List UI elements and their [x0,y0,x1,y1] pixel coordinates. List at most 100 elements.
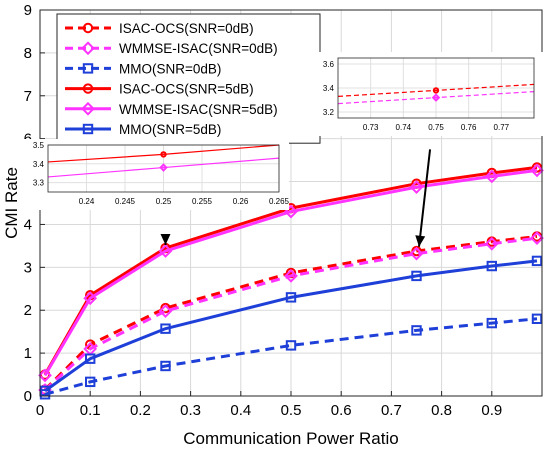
x-axis-title: Communication Power Ratio [183,429,398,448]
data-point [409,180,424,195]
arrow-shaft [418,149,432,247]
legend-label: ISAC-OCS(SNR=5dB) [119,82,254,97]
inset-y-tick-label: 3.6 [323,60,335,69]
x-tick-label: 0.3 [180,402,201,419]
x-tick-label: 0.5 [281,402,302,419]
legend-marker [82,83,94,94]
legend-label: MMO(SNR=0dB) [119,61,221,76]
data-point [38,368,52,383]
inset-x-tick-label: 0.73 [363,123,379,132]
inset-frame [337,57,535,119]
inset-x-tick-label: 0.75 [428,123,444,132]
inset-series-line [337,91,535,105]
y-tick-label: 2 [24,302,32,319]
inset-x-tick-label: 0.265 [269,197,290,206]
inset-x-tick-label: 0.245 [115,197,136,206]
data-point [530,163,544,178]
inset-data-point [160,151,167,158]
x-tick-label: 0.2 [130,402,151,419]
legend-item: ISAC-OCS(SNR=5dB) [65,82,254,97]
y-tick-label: 0 [24,388,32,405]
data-point [85,353,96,364]
y-tick-label: 9 [24,2,32,19]
zoom-inset: 0.73 0.74 0.75 0.76 0.77 3.2 3.4 3.6 [312,52,544,136]
inset-series-line [47,144,280,163]
inset-x-tick-label: 0.76 [461,123,477,132]
x-tick-label: 0 [36,402,44,419]
data-point [39,385,51,397]
arrow-head [415,235,426,247]
x-tick-label: 0.7 [381,402,402,419]
legend: ISAC-OCS(SNR=0dB) WMMSE-ISAC(SNR=0dB) MMO(… [56,13,321,144]
data-point [160,302,171,314]
inset-x-tick-label: 0.77 [494,123,510,132]
inset-background [22,139,289,210]
inset-x-tick-label: 0.26 [233,197,249,206]
inset-y-tick-label: 3.4 [33,160,45,169]
inset-x-tick-label: 0.74 [396,123,412,132]
data-point [531,313,543,325]
x-tick-label: 0.4 [230,402,251,419]
x-tick-label: 0.9 [481,402,502,419]
inset-y-tick-label: 3.5 [33,141,45,150]
data-point [409,246,424,261]
data-point [484,169,499,184]
legend-item: WMMSE-ISAC(SNR=0dB) [65,41,278,56]
inset-y-tick-label: 3.2 [323,108,335,117]
data-point [486,260,498,272]
x-tick-label: 0.6 [331,402,352,419]
zoom-inset: 0.24 0.245 0.25 0.255 0.26 0.265 3.3 3.4 3.5 [22,139,290,210]
legend-marker [82,22,94,34]
inset-background [312,52,544,136]
data-point [486,317,498,329]
data-point [285,340,297,351]
zoom-insets: 0.24 0.245 0.25 0.255 0.26 0.265 3.3 3.4 3.5 0.73… [22,52,544,210]
data-point [160,323,171,334]
inset-series-line [337,83,535,97]
data-point [484,236,499,251]
inset-series-line [47,157,280,178]
inset-x-tick-label: 0.25 [156,197,172,206]
series-line [43,165,538,376]
legend-box [56,13,321,144]
series-line [44,317,538,396]
legend-item: MMO(SNR=5dB) [65,122,221,137]
series-line [44,259,538,393]
data-point [411,270,422,282]
legend-marker [81,41,95,56]
legend-marker [81,101,95,116]
data-point [85,376,96,388]
legend-item: ISAC-OCS(SNR=0dB) [65,21,254,36]
inset-frame [47,144,280,193]
y-tick-label: 3 [24,259,32,276]
series-layer [38,162,544,400]
inset-data-point [159,163,168,172]
legend-item: WMMSE-ISAC(SNR=5dB) [65,102,278,117]
series-line [43,168,538,377]
data-point [411,325,422,336]
legend-label: WMMSE-ISAC(SNR=5dB) [119,102,278,117]
inset-data-point [432,87,440,94]
data-point [531,255,543,267]
legend-marker [82,123,94,135]
y-tick-label: 4 [24,216,32,233]
inset-y-tick-label: 3.4 [323,84,335,93]
y-tick-label: 1 [24,345,32,362]
inset-data-point [431,93,441,102]
y-axis-title: CMI Rate [2,167,21,239]
data-point [158,244,173,258]
inset-y-tick-label: 3.3 [33,179,45,188]
inset-x-tick-label: 0.24 [79,197,95,206]
series-WMMSE-ISAC(SNR=5dB) [38,163,544,383]
x-tick-label: 0.1 [80,402,101,419]
legend-label: WMMSE-ISAC(SNR=0dB) [119,41,278,56]
legend-label: MMO(SNR=5dB) [119,122,221,137]
data-point [285,292,297,303]
y-tick-label: 7 [24,88,32,105]
annotation-arrows [160,149,432,247]
data-point [83,291,98,306]
annotation-arrow [160,234,171,246]
inset-x-tick-label: 0.255 [192,197,213,206]
x-tick-label: 0.8 [431,402,452,419]
